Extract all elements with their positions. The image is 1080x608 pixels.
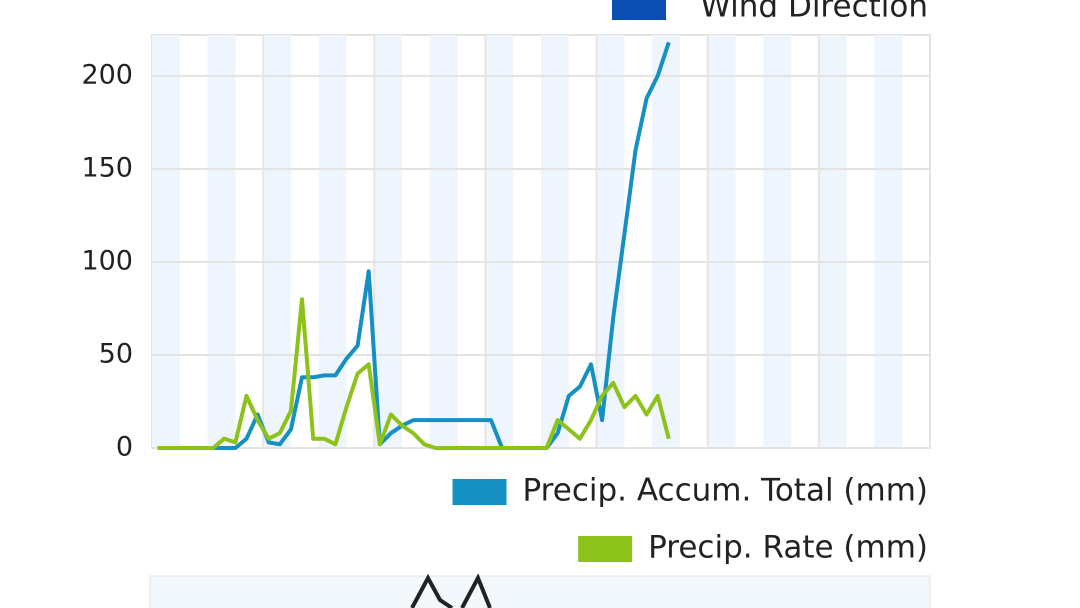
- stripe: [596, 35, 625, 448]
- y-tick-label: 150: [81, 152, 133, 183]
- stripe: [541, 35, 569, 448]
- stripe: [374, 35, 403, 448]
- stripe: [485, 35, 514, 448]
- next-chart-line: [410, 573, 492, 608]
- legend-label: Precip. Accum. Total (mm): [523, 473, 928, 509]
- stripe: [207, 35, 236, 448]
- y-tick-label: 50: [99, 338, 133, 369]
- series-line: [157, 41, 671, 450]
- series-line: [157, 297, 671, 450]
- legend-swatch: [452, 479, 507, 505]
- plot-background: [151, 34, 931, 449]
- legend-label: Wind Direction: [700, 0, 928, 25]
- legend-swatch: [578, 536, 633, 562]
- stripe: [652, 35, 680, 448]
- next-chart-background: [149, 575, 931, 608]
- stripe: [318, 35, 347, 448]
- stripe: [429, 35, 458, 448]
- legend-swatch: [612, 0, 666, 20]
- stripe: [263, 35, 291, 448]
- stripe: [707, 35, 736, 448]
- y-tick-label: 200: [81, 59, 133, 90]
- legend-label: Precip. Rate (mm): [648, 530, 928, 566]
- stripe: [763, 35, 792, 448]
- stripe: [152, 35, 180, 448]
- stripe: [874, 35, 903, 448]
- y-tick-label: 100: [81, 245, 133, 276]
- y-tick-label: 0: [116, 432, 133, 463]
- stripe: [818, 35, 847, 448]
